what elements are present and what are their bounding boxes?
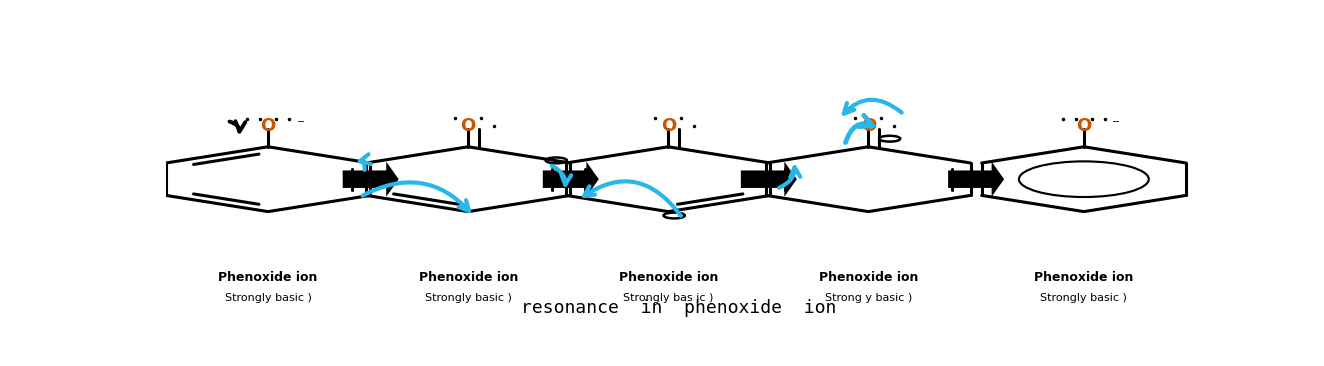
Text: O: O [861, 117, 876, 135]
Text: Strongly bas ic ): Strongly bas ic ) [624, 292, 714, 303]
Text: −: − [1112, 117, 1120, 127]
Text: Phenoxide ion: Phenoxide ion [1034, 271, 1133, 284]
Text: O: O [661, 117, 677, 135]
Text: Strong y basic ): Strong y basic ) [825, 292, 912, 303]
Text: Phenoxide ion: Phenoxide ion [618, 271, 718, 284]
Text: −: − [297, 117, 305, 127]
Text: O: O [1076, 117, 1091, 135]
Text: Strongly basic ): Strongly basic ) [1041, 292, 1127, 303]
Text: O: O [261, 117, 275, 135]
Text: O: O [461, 117, 475, 135]
Text: Phenoxide ion: Phenoxide ion [418, 271, 518, 284]
Text: resonance  in  phenoxide  ion: resonance in phenoxide ion [520, 299, 837, 317]
Text: Phenoxide ion: Phenoxide ion [218, 271, 318, 284]
Text: Strongly basic ): Strongly basic ) [425, 292, 511, 303]
Text: Phenoxide ion: Phenoxide ion [818, 271, 918, 284]
Text: Strongly basic ): Strongly basic ) [225, 292, 311, 303]
